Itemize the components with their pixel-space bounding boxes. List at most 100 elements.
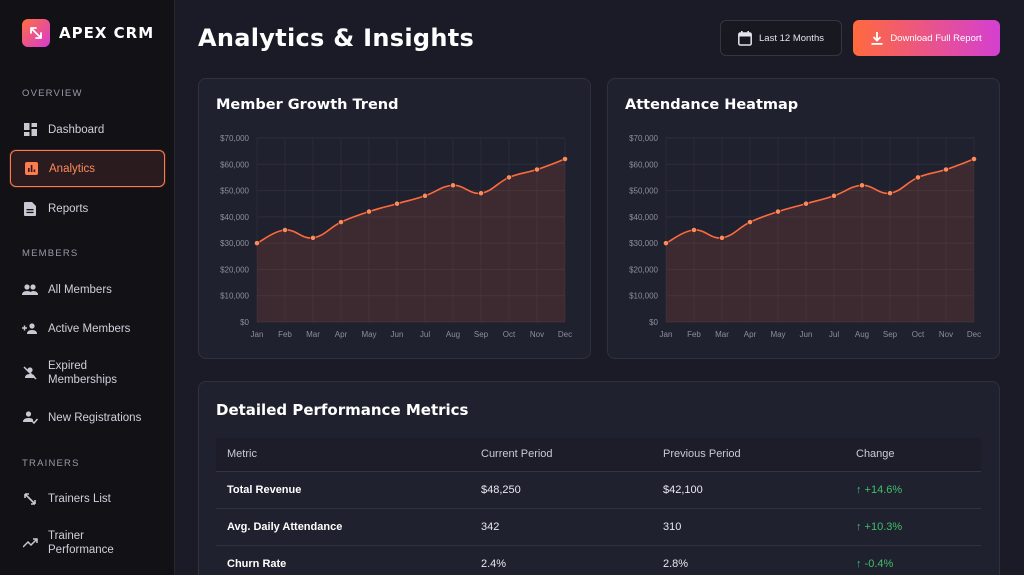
performance-metrics-card: Detailed Performance Metrics Metric Curr… (198, 381, 1000, 575)
download-icon (871, 31, 883, 45)
reports-icon (22, 201, 38, 217)
y-tick-label: $70,000 (220, 134, 249, 143)
analytics-icon (23, 161, 39, 177)
y-tick-label: $20,000 (629, 265, 658, 274)
sidebar-item-active-members[interactable]: Active Members (10, 310, 165, 347)
sidebar-item-reports[interactable]: Reports (10, 190, 165, 227)
sidebar-item-analytics[interactable]: Analytics (10, 150, 165, 187)
data-point (394, 200, 400, 207)
y-tick-label: $30,000 (629, 239, 658, 248)
previous-value: 310 (652, 508, 845, 546)
data-point (691, 227, 697, 233)
y-tick-label: $40,000 (220, 213, 249, 222)
section-label-overview: OVERVIEW (22, 88, 83, 99)
trainers-icon (22, 491, 38, 507)
x-tick-label: Oct (503, 330, 516, 339)
x-tick-label: Sep (474, 330, 489, 339)
data-point (338, 219, 344, 226)
person-check-icon (22, 410, 38, 426)
date-range-label: Last 12 Months (759, 32, 824, 44)
x-tick-label: Feb (278, 330, 292, 339)
brand-name: APEX CRM (59, 24, 155, 42)
data-point (775, 208, 781, 215)
x-tick-label: Nov (530, 330, 544, 339)
column-header[interactable]: Metric (216, 438, 470, 472)
y-tick-label: $10,000 (629, 292, 658, 301)
data-point (971, 156, 977, 162)
data-point (366, 208, 372, 215)
y-tick-label: $40,000 (629, 213, 658, 222)
brand[interactable]: APEX CRM (22, 19, 154, 47)
y-tick-label: $70,000 (629, 134, 658, 143)
x-tick-label: Jun (800, 330, 813, 339)
x-tick-label: Feb (687, 330, 701, 339)
column-header[interactable]: Previous Period (652, 438, 845, 472)
data-point (478, 190, 484, 197)
column-header[interactable]: Change (845, 438, 981, 472)
sidebar-item-all-members[interactable]: All Members (10, 271, 165, 308)
x-tick-label: Jun (391, 330, 404, 339)
sidebar-item-label: Active Members (48, 322, 131, 335)
sidebar-item-trainers-list[interactable]: Trainers List (10, 480, 165, 517)
x-tick-label: Nov (939, 330, 953, 339)
members-icon (22, 282, 38, 298)
download-report-button[interactable]: Download Full Report (853, 20, 1000, 56)
sidebar-item-dashboard[interactable]: Dashboard (10, 111, 165, 148)
sidebar-item-label: Dashboard (48, 123, 105, 136)
metric-name: Total Revenue (216, 471, 470, 509)
current-value: 2.4% (470, 545, 652, 575)
current-value: 342 (470, 508, 652, 546)
y-tick-label: $0 (649, 318, 658, 327)
previous-value: $42,100 (652, 471, 845, 509)
sidebar-item-label: Expired Memberships (48, 360, 118, 386)
sidebar-item-new-registrations[interactable]: New Registrations (10, 399, 165, 436)
x-tick-label: Mar (715, 330, 729, 339)
y-tick-label: $60,000 (629, 160, 658, 169)
data-point (887, 190, 893, 197)
calendar-icon (738, 30, 752, 46)
data-point (450, 182, 456, 189)
trending-icon (22, 535, 38, 551)
x-tick-label: Oct (912, 330, 925, 339)
column-header[interactable]: Current Period (470, 438, 652, 472)
table-row[interactable]: Avg. Daily Attendance 342 310 ↑ +10.3% (216, 508, 981, 546)
date-range-button[interactable]: Last 12 Months (720, 20, 842, 56)
person-off-icon (22, 365, 38, 381)
data-point (943, 166, 949, 173)
y-tick-label: $50,000 (629, 187, 658, 196)
metric-name: Avg. Daily Attendance (216, 508, 470, 546)
metrics-table: Metric Current Period Previous Period Ch… (216, 438, 981, 575)
add-person-icon (22, 321, 38, 337)
sidebar-item-expired-memberships[interactable]: Expired Memberships (10, 353, 165, 393)
y-tick-label: $10,000 (220, 292, 249, 301)
x-tick-label: Jul (829, 330, 839, 339)
data-point (747, 219, 753, 226)
sidebar-item-label: New Registrations (48, 411, 142, 424)
data-point (534, 166, 540, 173)
change-value: ↑ -0.4% (845, 545, 981, 575)
table-row[interactable]: Churn Rate 2.4% 2.8% ↑ -0.4% (216, 545, 981, 575)
y-tick-label: $60,000 (220, 160, 249, 169)
y-tick-label: $0 (240, 318, 249, 327)
download-report-label: Download Full Report (890, 32, 982, 44)
table-header-row: Metric Current Period Previous Period Ch… (216, 438, 981, 472)
series-area (257, 159, 565, 322)
data-point (803, 200, 809, 207)
x-tick-label: Aug (855, 330, 869, 339)
data-point (310, 234, 316, 241)
data-point (859, 182, 865, 189)
sidebar-item-trainer-performance[interactable]: Trainer Performance (10, 523, 165, 563)
data-point (562, 156, 568, 162)
sidebar-item-label: Reports (48, 202, 89, 215)
x-tick-label: Dec (967, 330, 981, 339)
data-point (254, 240, 260, 247)
x-tick-label: Jan (660, 330, 673, 339)
data-point (663, 240, 669, 247)
x-tick-label: Aug (446, 330, 460, 339)
previous-value: 2.8% (652, 545, 845, 575)
sidebar-item-label: Analytics (49, 162, 96, 175)
table-row[interactable]: Total Revenue $48,250 $42,100 ↑ +14.6% (216, 471, 981, 509)
data-point (506, 174, 512, 181)
sidebar-item-label: Trainer Performance (48, 530, 114, 556)
chart-title: Attendance Heatmap (625, 97, 799, 113)
